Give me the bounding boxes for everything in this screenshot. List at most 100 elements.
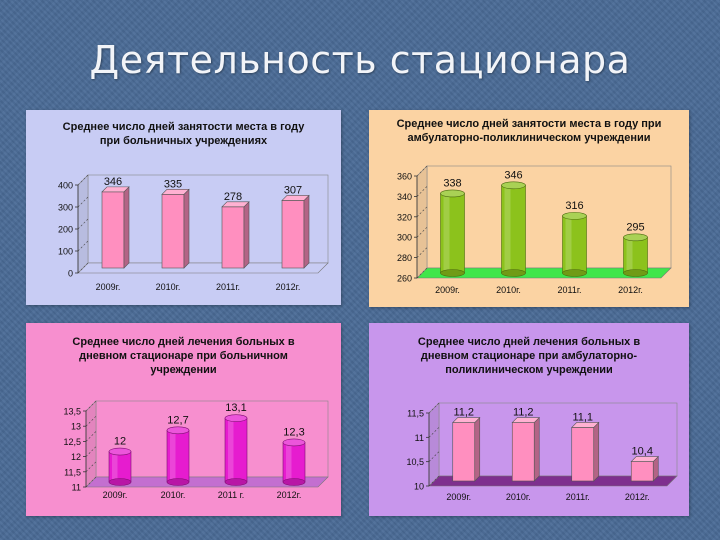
data-label: 338 bbox=[443, 177, 461, 189]
bar-side bbox=[474, 416, 481, 482]
bar-body bbox=[221, 206, 245, 269]
y-tick-label: 400 bbox=[58, 181, 73, 191]
y-tick-label: 11,5 bbox=[64, 467, 81, 477]
x-tick-label: 2012г. bbox=[625, 492, 650, 502]
chart-title-line: при больничных учреждениях bbox=[99, 135, 268, 147]
bar-base bbox=[623, 269, 648, 277]
bar-body bbox=[452, 422, 476, 482]
data-label: 346 bbox=[504, 169, 522, 181]
bar-highlight bbox=[170, 430, 176, 482]
x-tick-label: 2009г. bbox=[435, 285, 460, 295]
y-tick-label: 11 bbox=[72, 483, 81, 493]
bar-4 bbox=[623, 233, 648, 277]
bar-1 bbox=[108, 447, 132, 486]
bar-2 bbox=[511, 416, 540, 482]
y-tick-label: 280 bbox=[397, 253, 412, 263]
bar-side bbox=[303, 194, 310, 269]
bar-body bbox=[281, 200, 305, 269]
x-tick-label: 2009г. bbox=[103, 490, 128, 500]
y-tick-label: 100 bbox=[58, 247, 73, 257]
bar-highlight bbox=[504, 185, 511, 273]
chart-panel-daycare-outpatient: Среднее число дней лечения больных в днев… bbox=[369, 323, 689, 516]
x-tick-label: 2011г. bbox=[557, 285, 581, 295]
bar-top bbox=[224, 414, 248, 422]
bar-top bbox=[630, 456, 659, 462]
chart-panel-bed-days-hospital: Среднее число дней занятости места в год… bbox=[26, 110, 341, 305]
data-label: 335 bbox=[164, 178, 182, 190]
plot-side-wall bbox=[77, 174, 89, 274]
bar-highlight bbox=[112, 451, 118, 482]
data-label: 316 bbox=[565, 200, 583, 212]
bar-body bbox=[511, 422, 535, 482]
bar-body bbox=[101, 191, 125, 269]
chart-title-line: Среднее число дней лечения больных в bbox=[417, 336, 641, 348]
x-tick-label: 2011 г. bbox=[218, 490, 245, 500]
data-label: 346 bbox=[104, 176, 122, 188]
chart-title-line: учреждении bbox=[150, 364, 217, 376]
bar-base bbox=[562, 269, 587, 277]
x-tick-label: 2010г. bbox=[161, 490, 186, 500]
bar-2 bbox=[166, 426, 190, 486]
bar-top bbox=[282, 438, 306, 447]
y-tick-label: 12,5 bbox=[63, 437, 81, 447]
chart-title-line: Среднее число дней занятости места в год… bbox=[396, 118, 662, 130]
y-tick-label: 12 bbox=[71, 452, 81, 462]
bar-side bbox=[533, 416, 540, 482]
x-tick-label: 2009г. bbox=[446, 492, 471, 502]
y-tick-label: 300 bbox=[58, 203, 73, 213]
chart-svg: 360 340 320 300 280 260 338 2009г. 346 2010г. 316 2… bbox=[397, 165, 672, 295]
chart-title-line: Среднее число дней лечения больных в bbox=[72, 336, 295, 348]
bar-top bbox=[571, 422, 600, 428]
bar-side bbox=[243, 201, 250, 269]
bar-base bbox=[440, 269, 465, 277]
y-tick-label: 13,5 bbox=[63, 407, 81, 417]
chart-title-line: Среднее число дней занятости места в год… bbox=[62, 121, 305, 133]
bar-top bbox=[562, 212, 587, 220]
data-label: 307 bbox=[284, 184, 302, 196]
bar-top bbox=[511, 417, 540, 423]
bar-top bbox=[281, 195, 310, 201]
data-label: 12,3 bbox=[283, 426, 304, 438]
x-tick-label: 2012г. bbox=[276, 282, 301, 292]
data-label: 278 bbox=[224, 191, 242, 203]
bar-3 bbox=[571, 421, 600, 482]
bar-2 bbox=[501, 181, 526, 277]
chart-svg: 11,5 11 10,5 10 11,2 2009г. 11,2 2010г. 11,1 2011… bbox=[406, 402, 678, 502]
bar-1 bbox=[101, 186, 130, 269]
y-tick-label: 10,5 bbox=[406, 457, 424, 467]
x-tick-label: 2012г. bbox=[618, 285, 643, 295]
bar-4 bbox=[630, 455, 659, 482]
bar-body bbox=[630, 461, 654, 482]
data-label: 13,1 bbox=[225, 402, 246, 414]
bar-4 bbox=[282, 438, 306, 486]
data-label: 12,7 bbox=[167, 414, 188, 426]
data-label: 11,2 bbox=[513, 407, 534, 419]
chart-panel-bed-days-outpatient: Среднее число дней занятости места в год… bbox=[369, 110, 689, 307]
chart-title: Среднее число дней занятости места в год… bbox=[369, 117, 689, 145]
chart-title-line: дневном стационаре при больничном bbox=[79, 350, 288, 362]
bar-side bbox=[183, 188, 190, 269]
bar-top bbox=[101, 186, 130, 193]
x-tick-label: 2011г. bbox=[216, 282, 240, 292]
x-tick-label: 2011г. bbox=[566, 492, 590, 502]
chart-panel-daycare-hospital: Среднее число дней лечения больных в днев… bbox=[26, 323, 341, 516]
x-tick-label: 2010г. bbox=[496, 285, 521, 295]
bar-3 bbox=[224, 414, 248, 486]
bar-top bbox=[221, 201, 250, 208]
bar-top bbox=[166, 426, 190, 435]
bar-body bbox=[571, 427, 595, 482]
bar-1 bbox=[440, 189, 465, 277]
data-label: 295 bbox=[626, 221, 644, 233]
data-label: 10,4 bbox=[632, 446, 653, 458]
plot-side-wall bbox=[416, 165, 428, 279]
bar-base bbox=[166, 478, 190, 486]
bar-highlight bbox=[565, 215, 572, 273]
bar-2 bbox=[161, 188, 190, 269]
chart-svg: 13,5 13 12,5 12 11,5 11 12 2009г. 12,7 2010г. 13,1… bbox=[63, 400, 329, 500]
plot-side-wall bbox=[85, 400, 97, 488]
x-tick-label: 2010г. bbox=[506, 492, 531, 502]
bar-1 bbox=[452, 416, 481, 482]
bar-highlight bbox=[228, 418, 234, 482]
chart-svg: 400 300 200 100 0 346 2009г. 335 2010г. 278 2011г.… bbox=[58, 174, 329, 292]
bar-top bbox=[161, 189, 190, 195]
